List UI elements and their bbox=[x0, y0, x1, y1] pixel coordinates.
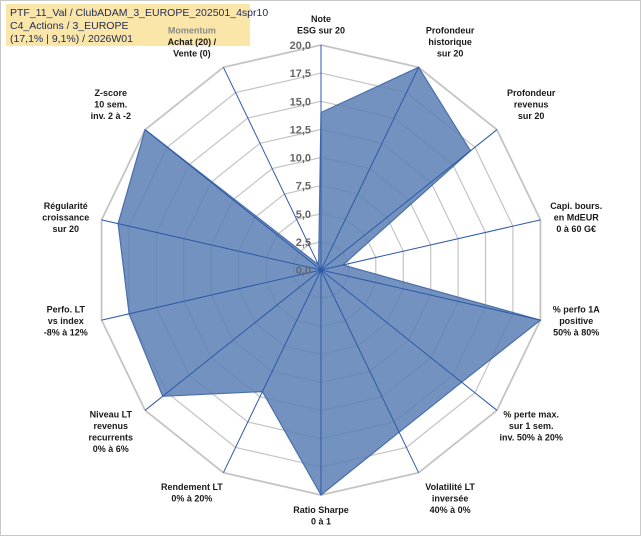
spoke-line bbox=[101, 219, 322, 271]
spoke-line bbox=[144, 269, 322, 411]
axis-label: Régularité bbox=[44, 201, 88, 211]
axis-label: inversée bbox=[432, 493, 469, 503]
spoke-line bbox=[320, 269, 498, 411]
spoke-line bbox=[320, 67, 420, 271]
axis-label: -8% à 12% bbox=[44, 328, 88, 338]
axis-label: Momentum bbox=[168, 26, 216, 36]
axis-label: sur 20 bbox=[53, 224, 80, 234]
axis-label: sur 1 sem. bbox=[509, 421, 554, 431]
chart-info-box: PTF_11_Val / ClubADAM_3_EUROPE_202501_4s… bbox=[6, 4, 269, 46]
axis-label: Vente (0) bbox=[173, 49, 211, 59]
data-area bbox=[117, 66, 542, 496]
axis-label: Z-score bbox=[95, 88, 128, 98]
tick-label: 5,0 bbox=[296, 209, 311, 221]
spoke-line bbox=[320, 269, 541, 321]
spoke-line bbox=[320, 269, 420, 473]
tick-label: 20,0 bbox=[290, 40, 311, 52]
spoke-line bbox=[144, 129, 322, 271]
axis-label: Perfo. LT bbox=[47, 305, 86, 315]
axis-label: revenus bbox=[514, 100, 549, 110]
tick-label: 10,0 bbox=[290, 153, 311, 165]
axis-label: Rendement LT bbox=[161, 482, 223, 492]
axis-label: croissance bbox=[42, 212, 89, 222]
axis-label: Ratio Sharpe bbox=[293, 505, 349, 515]
axis-label: Achat (20) / bbox=[168, 37, 217, 47]
axis-label: positive bbox=[559, 316, 593, 326]
tick-label: 12,5 bbox=[290, 124, 311, 136]
axis-label: % perte max. bbox=[503, 409, 559, 419]
axis-label: Profondeur bbox=[507, 88, 556, 98]
tick-label: 15,0 bbox=[290, 96, 311, 108]
info-line-category: C4_Actions / 3_EUROPE bbox=[10, 20, 129, 32]
tick-label: 7,5 bbox=[296, 181, 311, 193]
axis-label: 10 sem. bbox=[94, 100, 127, 110]
axis-label: revenus bbox=[94, 421, 129, 431]
axis-label: 50% à 80% bbox=[553, 328, 599, 338]
spoke-line bbox=[222, 269, 322, 473]
axis-label: % perfo 1A bbox=[553, 305, 601, 315]
axis-label: sur 20 bbox=[437, 49, 464, 59]
spoke-line bbox=[320, 129, 498, 271]
axis-label: Note bbox=[311, 14, 331, 24]
tick-label: 0,0 bbox=[296, 265, 311, 277]
axis-label: inv. 50% à 20% bbox=[500, 432, 563, 442]
axis-label: recurrents bbox=[89, 432, 134, 442]
spoke-line bbox=[101, 269, 322, 321]
tick-label: 17,5 bbox=[290, 68, 311, 80]
axis-label: en MdEUR bbox=[554, 212, 600, 222]
axis-label: Capi. bours. bbox=[550, 201, 602, 211]
axis-label: 0% à 6% bbox=[93, 444, 129, 454]
axis-label: 40% à 0% bbox=[430, 505, 471, 515]
axis-label: inv. 2 à -2 bbox=[91, 111, 131, 121]
tick-label: 2,5 bbox=[296, 237, 311, 249]
axis-label: vs index bbox=[48, 316, 84, 326]
axis-label: historique bbox=[428, 37, 472, 47]
axis-label: Niveau LT bbox=[90, 409, 133, 419]
spoke-line bbox=[320, 219, 541, 271]
info-line-portfolio: PTF_11_Val / ClubADAM_3_EUROPE_202501_4s… bbox=[10, 7, 269, 19]
axis-label: 0 à 60 G€ bbox=[556, 224, 596, 234]
axis-label: 0% à 20% bbox=[171, 493, 212, 503]
axis-label: Profondeur bbox=[426, 26, 475, 36]
axis-label: ESG sur 20 bbox=[297, 26, 345, 36]
spoke-line bbox=[222, 67, 322, 271]
axis-label: Volatilité LT bbox=[425, 482, 475, 492]
axis-label: sur 20 bbox=[518, 111, 545, 121]
info-line-stats: (17,1% | 9,1%) / 2026W01 bbox=[10, 33, 133, 45]
axis-label: 0 à 1 bbox=[311, 517, 331, 527]
